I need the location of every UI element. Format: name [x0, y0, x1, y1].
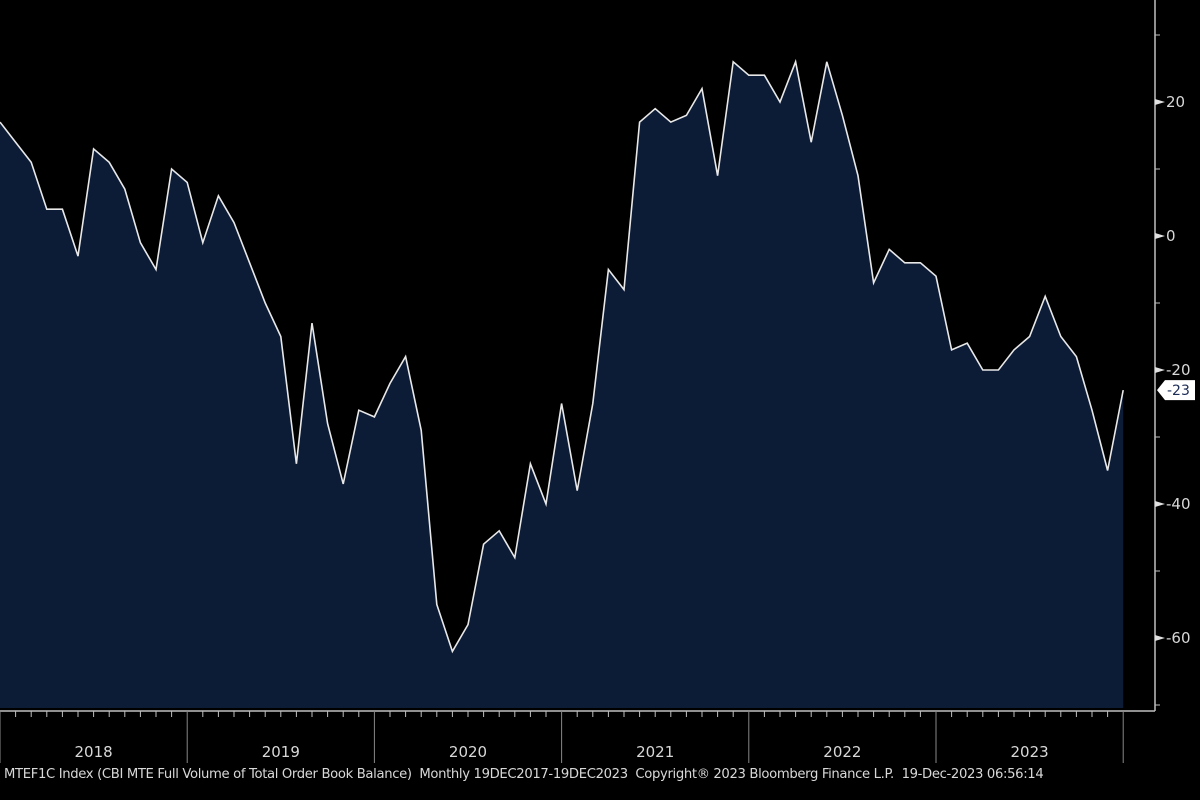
- axes: [0, 0, 1165, 763]
- x-tick-label: 2021: [636, 743, 674, 761]
- y-tick-label: -40: [1166, 495, 1191, 513]
- series-line: [0, 58, 1124, 654]
- y-tick: [1155, 233, 1165, 239]
- y-tick-label: 0: [1166, 227, 1176, 245]
- x-tick-label: 2023: [1011, 743, 1049, 761]
- chart-footer: MTEF1C Index (CBI MTE Full Volume of Tot…: [4, 767, 1044, 782]
- y-tick: [1155, 367, 1165, 373]
- y-tick-label: 20: [1166, 93, 1185, 111]
- y-tick: [1155, 99, 1165, 105]
- x-tick-label: 2019: [262, 743, 300, 761]
- x-tick-label: 2020: [449, 743, 487, 761]
- series-area: [0, 61, 1124, 709]
- plot-area: [0, 58, 1124, 709]
- x-tick-label: 2018: [75, 743, 113, 761]
- axis-labels: 20 0 -20 -40 -60 2018 2019 2020 2021 2022 2023 -23: [75, 93, 1195, 761]
- x-tick-label: 2022: [823, 743, 861, 761]
- y-tick-label: -20: [1166, 361, 1191, 379]
- last-value-label: -23: [1167, 383, 1190, 399]
- y-tick: [1155, 635, 1165, 641]
- y-tick-label: -60: [1166, 629, 1191, 647]
- last-value-tag: [1157, 380, 1195, 401]
- y-tick: [1155, 501, 1165, 507]
